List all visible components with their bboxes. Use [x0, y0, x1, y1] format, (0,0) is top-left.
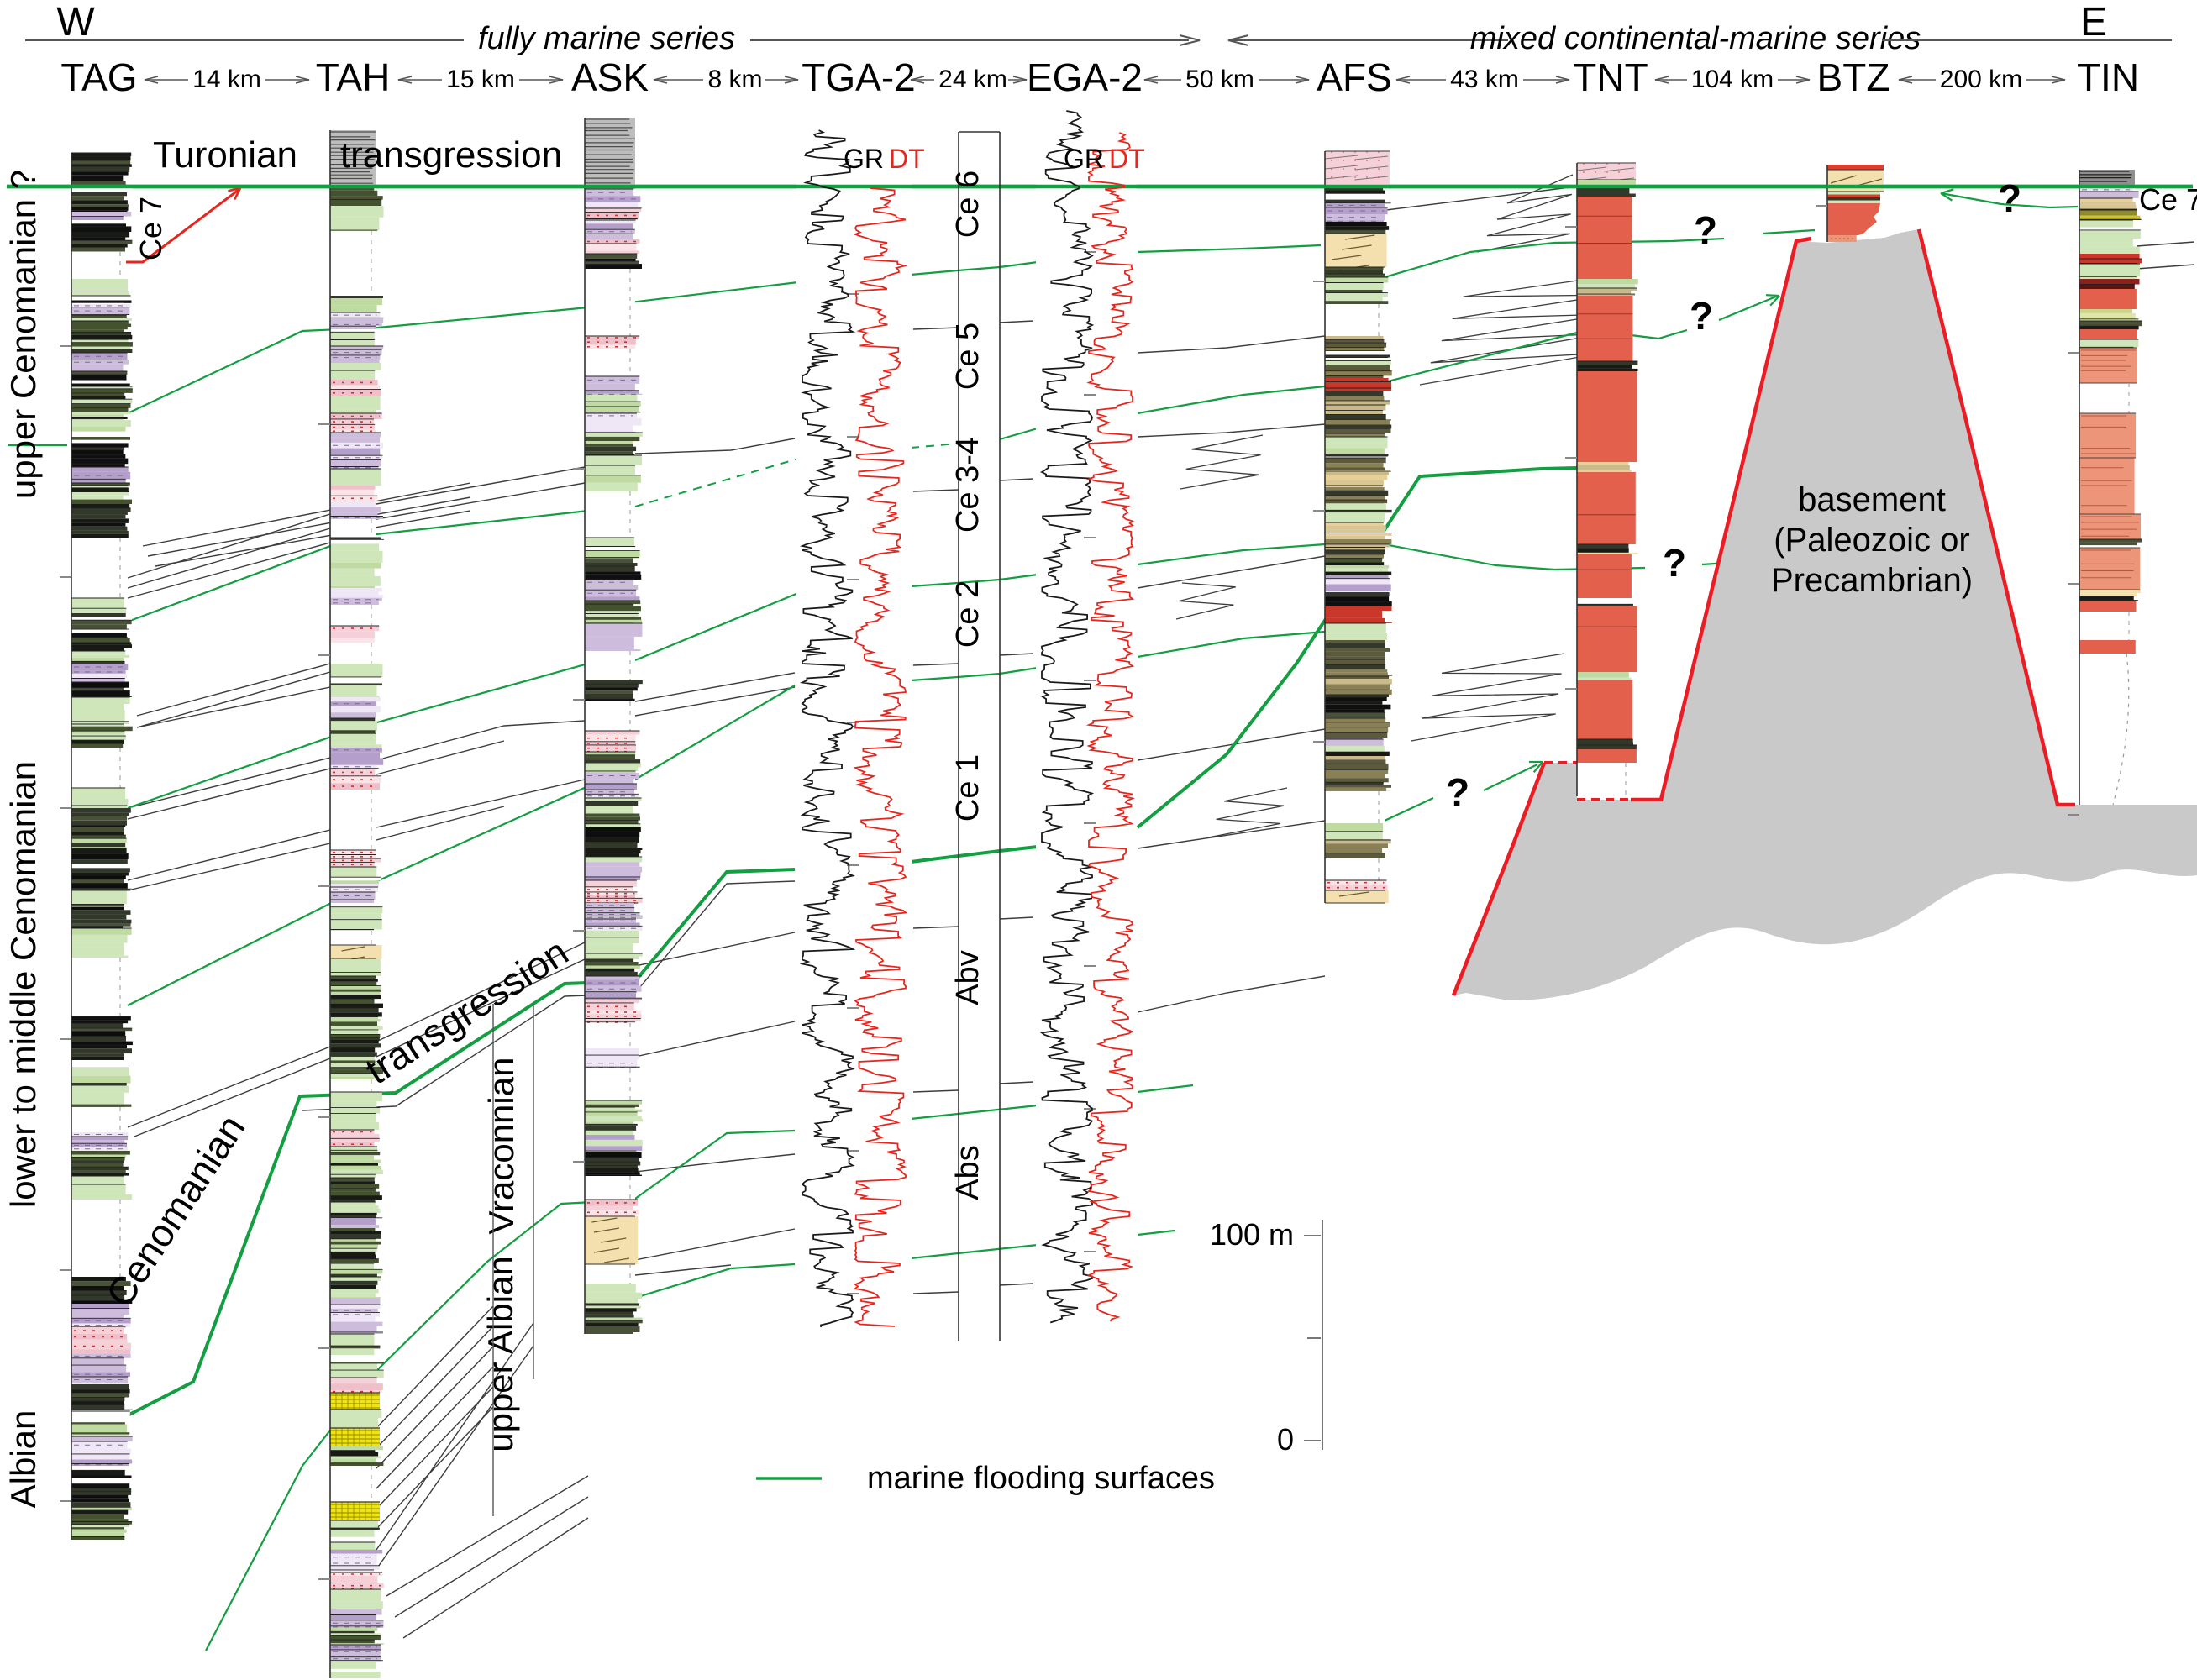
svg-text:TAH: TAH [316, 55, 391, 99]
svg-text:GR: GR [844, 144, 884, 174]
svg-text:Ce 7: Ce 7 [134, 197, 168, 260]
svg-text:Abv: Abv [950, 950, 985, 1005]
svg-text:Ce 7: Ce 7 [2139, 182, 2197, 217]
svg-text:Ce 5: Ce 5 [950, 323, 985, 390]
svg-text:upper Cenomanian ?: upper Cenomanian ? [3, 170, 43, 499]
svg-text:ASK: ASK [571, 55, 649, 99]
svg-text:DT: DT [1109, 144, 1145, 174]
svg-text:Turonian: Turonian [153, 134, 297, 176]
svg-text:200 km: 200 km [1940, 66, 2022, 93]
svg-text:50 km: 50 km [1185, 66, 1254, 93]
svg-text:104 km: 104 km [1691, 66, 1774, 93]
svg-text:?: ? [1446, 770, 1469, 814]
svg-text:Ce 3-4: Ce 3-4 [950, 437, 985, 533]
svg-text:15 km: 15 km [446, 66, 515, 93]
svg-text:GR: GR [1064, 144, 1104, 174]
svg-text:W: W [56, 0, 95, 45]
svg-text:Abs: Abs [950, 1145, 985, 1200]
svg-text:Ce 6: Ce 6 [950, 171, 985, 238]
svg-text:Precambrian): Precambrian) [1771, 562, 1973, 599]
svg-text:transgression: transgression [340, 134, 562, 176]
svg-text:E: E [2080, 0, 2107, 45]
svg-text:TGA-2: TGA-2 [802, 55, 915, 99]
svg-text:basement: basement [1798, 481, 1946, 518]
svg-text:AFS: AFS [1317, 55, 1391, 99]
svg-text:lower to middle Cenomanian: lower to middle Cenomanian [3, 761, 43, 1208]
svg-text:Ce 1: Ce 1 [950, 754, 985, 822]
svg-text:Albian: Albian [3, 1410, 43, 1509]
svg-text:?: ? [1663, 541, 1686, 585]
svg-text:mixed continental-marine serie: mixed continental-marine series [1470, 21, 1921, 56]
svg-text:100 m: 100 m [1210, 1217, 1294, 1252]
svg-text:EGA-2: EGA-2 [1027, 55, 1143, 99]
svg-text:Ce 2: Ce 2 [950, 580, 985, 648]
svg-text:Vraconnian: Vraconnian [481, 1058, 521, 1235]
svg-text:(Paleozoic or: (Paleozoic or [1774, 522, 1969, 559]
svg-text:TAG: TAG [60, 55, 137, 99]
svg-text:?: ? [1690, 294, 1713, 338]
svg-text:14 km: 14 km [192, 66, 261, 93]
svg-text:?: ? [1694, 208, 1717, 252]
svg-text:8 km: 8 km [707, 66, 762, 93]
svg-text:0: 0 [1277, 1422, 1294, 1457]
svg-text:?: ? [1998, 176, 2021, 220]
svg-text:43 km: 43 km [1450, 66, 1519, 93]
svg-text:fully marine series: fully marine series [478, 21, 735, 56]
svg-text:DT: DT [889, 144, 925, 174]
svg-text:24 km: 24 km [938, 66, 1007, 93]
svg-text:TNT: TNT [1573, 55, 1648, 99]
svg-text:BTZ: BTZ [1817, 55, 1890, 99]
svg-text:upper Albian: upper Albian [481, 1256, 520, 1452]
svg-text:TIN: TIN [2077, 55, 2139, 99]
svg-text:marine flooding surfaces: marine flooding surfaces [867, 1461, 1215, 1496]
